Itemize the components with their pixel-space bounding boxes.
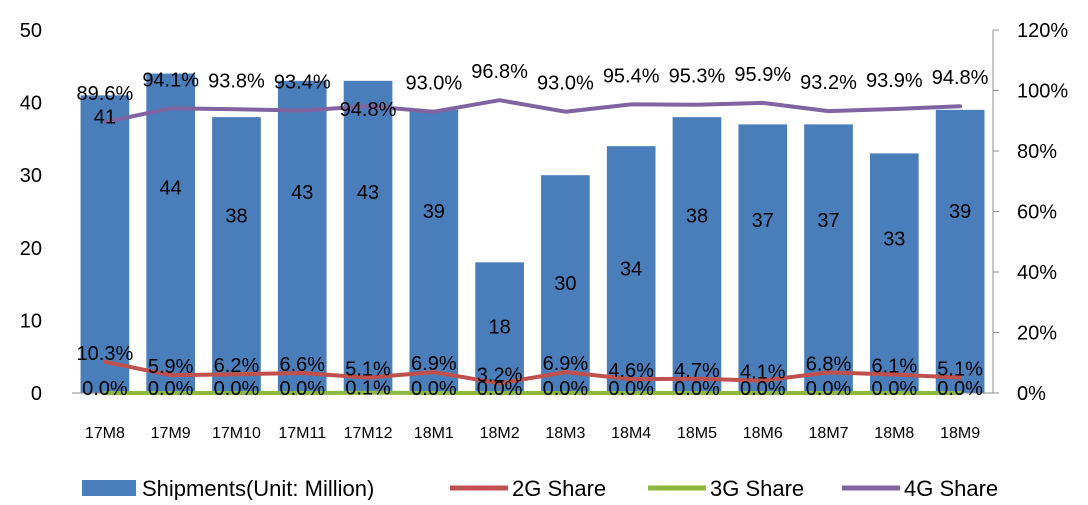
line-data-label-3g: 0.0% — [608, 378, 654, 400]
line-data-label-2g: 6.6% — [279, 354, 325, 376]
line-data-label-3g: 0.1% — [345, 378, 391, 400]
right-axis-tick-label: 0% — [1017, 383, 1046, 405]
x-axis-tick-label: 17M8 — [85, 425, 125, 442]
bar-data-label: 38 — [686, 205, 708, 227]
line-data-label-3g: 0.0% — [543, 378, 589, 400]
bar-data-label: 37 — [752, 210, 774, 232]
bar — [212, 117, 261, 393]
bar-data-label: 43 — [291, 182, 313, 204]
bar-data-label: 41 — [94, 106, 116, 128]
line-data-label-4g: 93.0% — [537, 73, 594, 95]
line-data-label-2g: 6.1% — [872, 356, 918, 378]
right-axis-tick-label: 20% — [1017, 323, 1057, 345]
left-axis-tick-label: 0 — [31, 383, 42, 405]
x-axis-tick-label: 18M4 — [611, 425, 651, 442]
bar-data-label: 44 — [160, 178, 182, 200]
legend-label: 3G Share — [710, 476, 804, 500]
right-axis-tick-label: 40% — [1017, 262, 1057, 284]
bar-data-label: 34 — [620, 259, 642, 281]
line-data-label-4g: 96.8% — [471, 61, 528, 83]
bar-data-label: 39 — [423, 201, 445, 223]
x-axis-tick-label: 17M10 — [212, 425, 261, 442]
line-data-label-4g: 89.6% — [77, 83, 134, 105]
right-axis-tick-label: 100% — [1017, 81, 1068, 103]
x-axis-tick-label: 18M2 — [480, 425, 520, 442]
bar-data-label: 43 — [357, 182, 379, 204]
line-data-label-3g: 0.0% — [214, 378, 260, 400]
line-data-label-2g: 10.3% — [77, 343, 134, 365]
bar — [146, 74, 195, 393]
x-axis-tick-label: 18M8 — [874, 425, 914, 442]
bar-data-label: 39 — [949, 201, 971, 223]
left-axis-tick-label: 10 — [20, 310, 42, 332]
line-data-label-4g: 93.9% — [866, 70, 923, 92]
line-data-label-3g: 0.0% — [411, 378, 457, 400]
bar-data-label: 33 — [883, 229, 905, 251]
right-axis-tick-label: 80% — [1017, 141, 1057, 163]
x-axis-tick-label: 18M9 — [940, 425, 980, 442]
line-data-label-4g: 95.4% — [603, 65, 660, 87]
x-axis-tick-label: 18M3 — [545, 425, 585, 442]
bar — [738, 124, 787, 393]
bar-data-label: 30 — [554, 273, 576, 295]
legend-label: 2G Share — [512, 476, 606, 500]
bar — [409, 110, 458, 393]
right-axis-tick-label: 120% — [1017, 20, 1068, 42]
legend-label: Shipments(Unit: Million) — [142, 476, 374, 500]
line-data-label-4g: 93.2% — [800, 72, 857, 94]
line-data-label-3g: 0.0% — [740, 378, 786, 400]
left-axis-tick-label: 40 — [20, 93, 42, 115]
line-data-label-2g: 6.9% — [543, 353, 589, 375]
line-data-label-3g: 0.0% — [674, 378, 720, 400]
line-data-label-4g: 93.0% — [405, 73, 462, 95]
bar-data-label: 18 — [488, 317, 510, 339]
left-axis-tick-label: 20 — [20, 238, 42, 260]
line-data-label-3g: 0.0% — [806, 378, 852, 400]
line-data-label-2g: 6.8% — [806, 353, 852, 375]
line-data-label-4g: 93.4% — [274, 71, 331, 93]
line-data-label-4g: 93.8% — [208, 70, 265, 92]
legend-swatch-bar — [82, 480, 136, 496]
bar — [344, 81, 393, 393]
line-data-label-3g: 0.0% — [279, 378, 325, 400]
bar-data-label: 38 — [225, 205, 247, 227]
line-data-label-2g: 5.9% — [148, 356, 194, 378]
right-axis-tick-label: 60% — [1017, 202, 1057, 224]
line-data-label-2g: 6.2% — [214, 355, 260, 377]
line-data-label-3g: 0.0% — [148, 378, 194, 400]
x-axis-tick-label: 18M1 — [414, 425, 454, 442]
line-data-label-4g: 95.3% — [669, 66, 726, 88]
x-axis-tick-label: 17M12 — [344, 425, 393, 442]
line-data-label-4g: 95.9% — [734, 64, 791, 86]
x-axis-tick-label: 18M6 — [743, 425, 783, 442]
x-axis-tick-label: 17M9 — [151, 425, 191, 442]
line-data-label-3g: 0.0% — [937, 378, 983, 400]
left-axis-tick-label: 50 — [20, 20, 42, 42]
x-axis-tick-label: 18M5 — [677, 425, 717, 442]
line-data-label-4g: 94.8% — [932, 67, 989, 89]
bar — [673, 117, 722, 393]
bar — [278, 81, 327, 393]
line-data-label-4g: 94.1% — [142, 69, 199, 91]
x-axis-tick-label: 17M11 — [278, 425, 326, 442]
line-data-label-4g: 94.8% — [340, 99, 397, 121]
left-axis-tick-label: 30 — [20, 165, 42, 187]
bar-data-label: 37 — [817, 210, 839, 232]
line-data-label-3g: 0.0% — [82, 378, 128, 400]
x-axis-tick-label: 18M7 — [809, 425, 849, 442]
line-data-label-2g: 6.9% — [411, 353, 457, 375]
line-data-label-3g: 0.0% — [477, 378, 523, 400]
legend-label: 4G Share — [904, 476, 998, 500]
line-data-label-3g: 0.0% — [872, 378, 918, 400]
bar — [936, 110, 985, 393]
